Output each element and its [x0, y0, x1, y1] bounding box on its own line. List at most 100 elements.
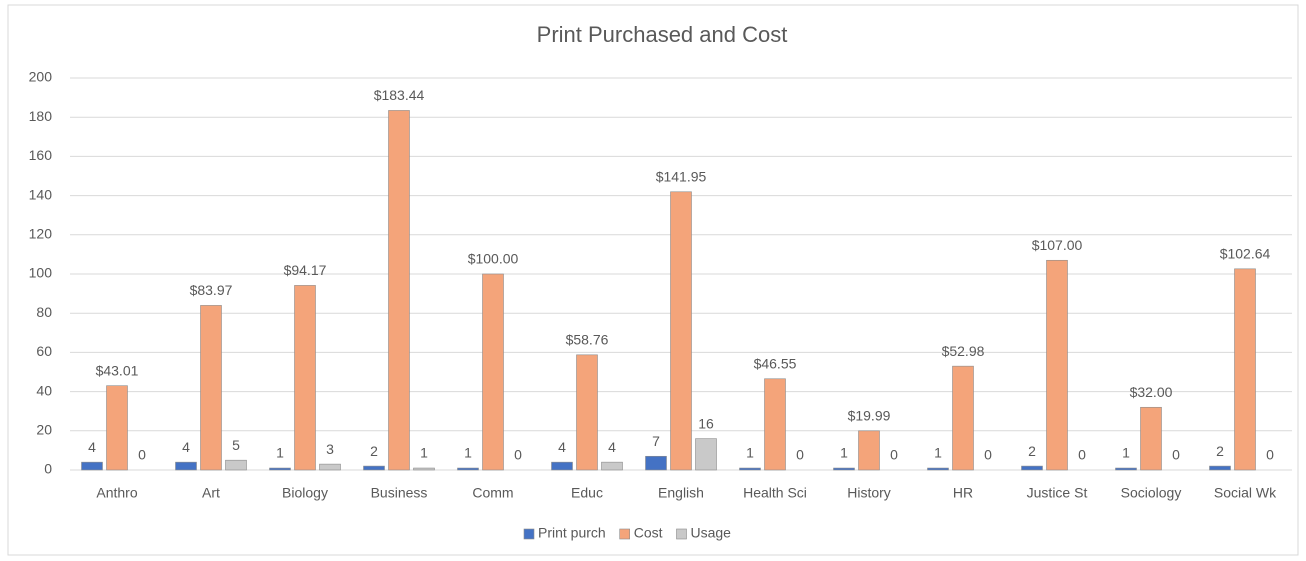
bar [576, 354, 598, 471]
y-tick-label: 200 [29, 69, 53, 85]
x-tick-label: Art [202, 485, 220, 501]
bar [645, 455, 667, 471]
bar [175, 461, 197, 471]
data-label: 1 [1122, 445, 1130, 461]
data-label: 0 [984, 447, 992, 463]
data-label: 5 [232, 437, 240, 453]
data-label: 0 [514, 447, 522, 463]
y-tick-label: 180 [29, 108, 53, 124]
x-tick-label: Business [371, 485, 428, 501]
x-tick-label: English [658, 485, 704, 501]
legend-label: Print purch [538, 525, 606, 541]
data-label: $107.00 [1032, 237, 1083, 253]
y-tick-label: 60 [36, 343, 52, 359]
bar [695, 438, 717, 471]
bar [927, 467, 949, 471]
data-label: 1 [276, 445, 284, 461]
bar [1209, 465, 1231, 471]
data-label: $46.55 [754, 355, 797, 371]
x-tick-label: HR [953, 485, 973, 501]
bar [319, 463, 341, 471]
bar [413, 467, 435, 471]
data-label: 0 [138, 447, 146, 463]
bar [551, 461, 573, 471]
bar [200, 305, 222, 471]
y-tick-label: 120 [29, 226, 53, 242]
y-tick-label: 140 [29, 186, 53, 202]
x-tick-label: Health Sci [743, 485, 807, 501]
y-tick-label: 20 [36, 422, 52, 438]
data-label: 4 [608, 439, 616, 455]
chart-border [7, 4, 1299, 556]
data-label: 0 [1172, 447, 1180, 463]
data-label: 4 [88, 439, 96, 455]
data-label: $32.00 [1130, 384, 1173, 400]
data-label: 0 [1266, 447, 1274, 463]
data-label: $183.44 [374, 87, 425, 103]
bar [764, 378, 786, 471]
data-label: 16 [698, 415, 714, 431]
x-tick-label: Anthro [96, 485, 137, 501]
data-label: 2 [370, 443, 378, 459]
x-tick-label: Justice St [1027, 485, 1088, 501]
data-label: 4 [558, 439, 566, 455]
data-label: 4 [182, 439, 190, 455]
data-label: 1 [934, 445, 942, 461]
data-label: 1 [840, 445, 848, 461]
y-tick-label: 0 [44, 461, 52, 477]
legend-swatch [676, 528, 687, 540]
data-label: $43.01 [96, 362, 139, 378]
y-tick-label: 160 [29, 147, 53, 163]
data-label: 2 [1216, 443, 1224, 459]
bar [388, 110, 410, 471]
bar [1046, 259, 1068, 471]
data-label: 0 [1078, 447, 1086, 463]
x-tick-label: Social Wk [1214, 485, 1277, 501]
bar [833, 467, 855, 471]
data-label: 1 [746, 445, 754, 461]
data-label: $100.00 [468, 251, 519, 267]
bar [1234, 268, 1256, 471]
bar [1115, 467, 1137, 471]
bar [858, 430, 880, 471]
x-tick-label: Biology [282, 485, 328, 501]
x-tick-label: History [847, 485, 891, 501]
data-label: $102.64 [1220, 246, 1271, 262]
data-label: $52.98 [942, 343, 985, 359]
data-label: 7 [652, 433, 660, 449]
bar [457, 467, 479, 471]
y-tick-label: 100 [29, 265, 53, 281]
bar [739, 467, 761, 471]
data-label: 2 [1028, 443, 1036, 459]
data-label: $58.76 [566, 332, 609, 348]
bar [294, 285, 316, 471]
bar [269, 467, 291, 471]
x-tick-label: Sociology [1121, 485, 1182, 501]
y-tick-label: 40 [36, 382, 52, 398]
data-label: $19.99 [848, 408, 891, 424]
legend-swatch [619, 528, 631, 540]
data-label: 1 [420, 445, 428, 461]
data-label: $94.17 [284, 262, 327, 278]
bar [225, 459, 247, 471]
bar [482, 273, 504, 471]
data-label: 1 [464, 445, 472, 461]
x-tick-label: Educ [571, 485, 603, 501]
bar [363, 465, 385, 471]
bar [1021, 465, 1043, 471]
bar [106, 385, 128, 471]
bar [601, 461, 623, 471]
legend-label: Cost [634, 525, 663, 541]
legend-swatch [523, 528, 535, 540]
bar [81, 461, 103, 471]
data-label: $83.97 [190, 282, 233, 298]
data-label: 0 [796, 447, 804, 463]
x-tick-label: Comm [472, 485, 513, 501]
y-tick-label: 80 [36, 304, 52, 320]
data-label: $141.95 [656, 168, 707, 184]
chart-title: Print Purchased and Cost [537, 22, 788, 47]
data-label: 3 [326, 441, 334, 457]
bar [670, 191, 692, 471]
bar [1140, 406, 1162, 471]
